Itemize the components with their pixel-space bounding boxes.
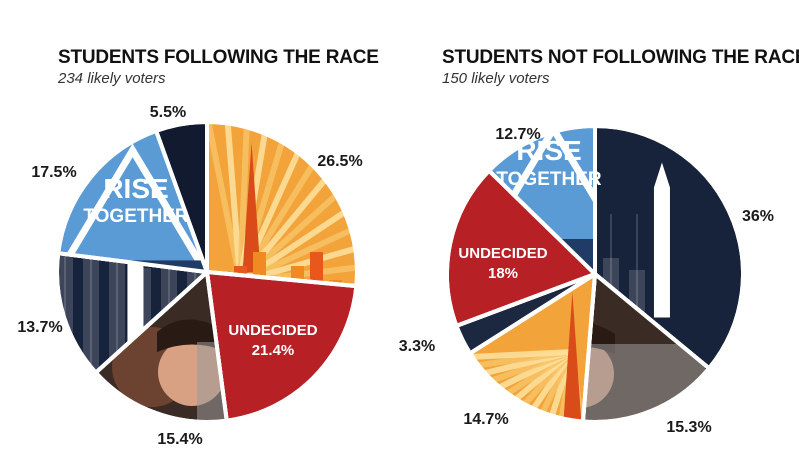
slice-label-notfollowing-6: 12.7% (495, 126, 540, 143)
slice-art (582, 321, 705, 423)
pie-slice-following-2 (205, 270, 359, 423)
pie-slice-following-6 (154, 120, 209, 274)
together-text-following: TOGETHER (83, 206, 188, 227)
chart-subtitle-not-following: 150 likely voters (442, 70, 550, 87)
pie-chart-not-following: 36% 15.3% 14.7% 3.3% UNDECIDED 18% 12.7%RISE TO… (399, 124, 774, 436)
pie-slice-notfollowing-3 (468, 272, 597, 424)
slice-label-following-2: UNDECIDED (228, 322, 317, 339)
slice-label-following-3: 15.4% (157, 431, 202, 448)
slice-art (112, 319, 227, 423)
chart-title-following: STUDENTS FOLLOWING THE RACE (58, 47, 379, 68)
pie-slice-following-4 (55, 251, 209, 375)
pie-slice-notfollowing-5 (445, 168, 597, 328)
together-text-notfollowing: TOGETHER (496, 169, 601, 190)
chart-title-not-following: STUDENTS NOT FOLLOWING THE RACE (442, 47, 799, 68)
slice-art (470, 292, 586, 422)
chart-not-following: STUDENTS NOT FOLLOWING THE RACE 150 like… (399, 0, 799, 465)
slice-label-notfollowing-5: UNDECIDED (458, 245, 547, 262)
pie-chart-following: 26.5% UNDECIDED 21.4% 15.4% 13.7% 17.5% 5.5% RI… (17, 104, 362, 448)
pie-slice-notfollowing-2 (580, 272, 712, 424)
slice-label-notfollowing-4: 3.3% (399, 338, 435, 355)
rise-text-notfollowing: RISE (516, 135, 581, 166)
chart-following: STUDENTS FOLLOWING THE RACE 234 likely v… (0, 0, 399, 465)
slice-value-following-2: 21.4% (252, 342, 295, 359)
slice-label-notfollowing-3: 14.7% (463, 411, 508, 428)
pie-slice-following-3 (93, 270, 229, 425)
pie-slice-following-1 (205, 120, 359, 289)
chart-subtitle-following: 234 likely voters (58, 70, 166, 87)
slice-label-following-1: 26.5% (317, 153, 362, 170)
slice-art (207, 122, 357, 287)
slice-value-notfollowing-5: 18% (488, 265, 518, 282)
slice-label-following-5: 17.5% (31, 164, 76, 181)
slice-label-following-6: 5.5% (150, 104, 186, 121)
slice-label-following-4: 13.7% (17, 319, 62, 336)
slice-label-notfollowing-2: 15.3% (666, 419, 711, 436)
rise-text-following: RISE (103, 173, 168, 204)
slice-label-notfollowing-1: 36% (742, 208, 774, 225)
